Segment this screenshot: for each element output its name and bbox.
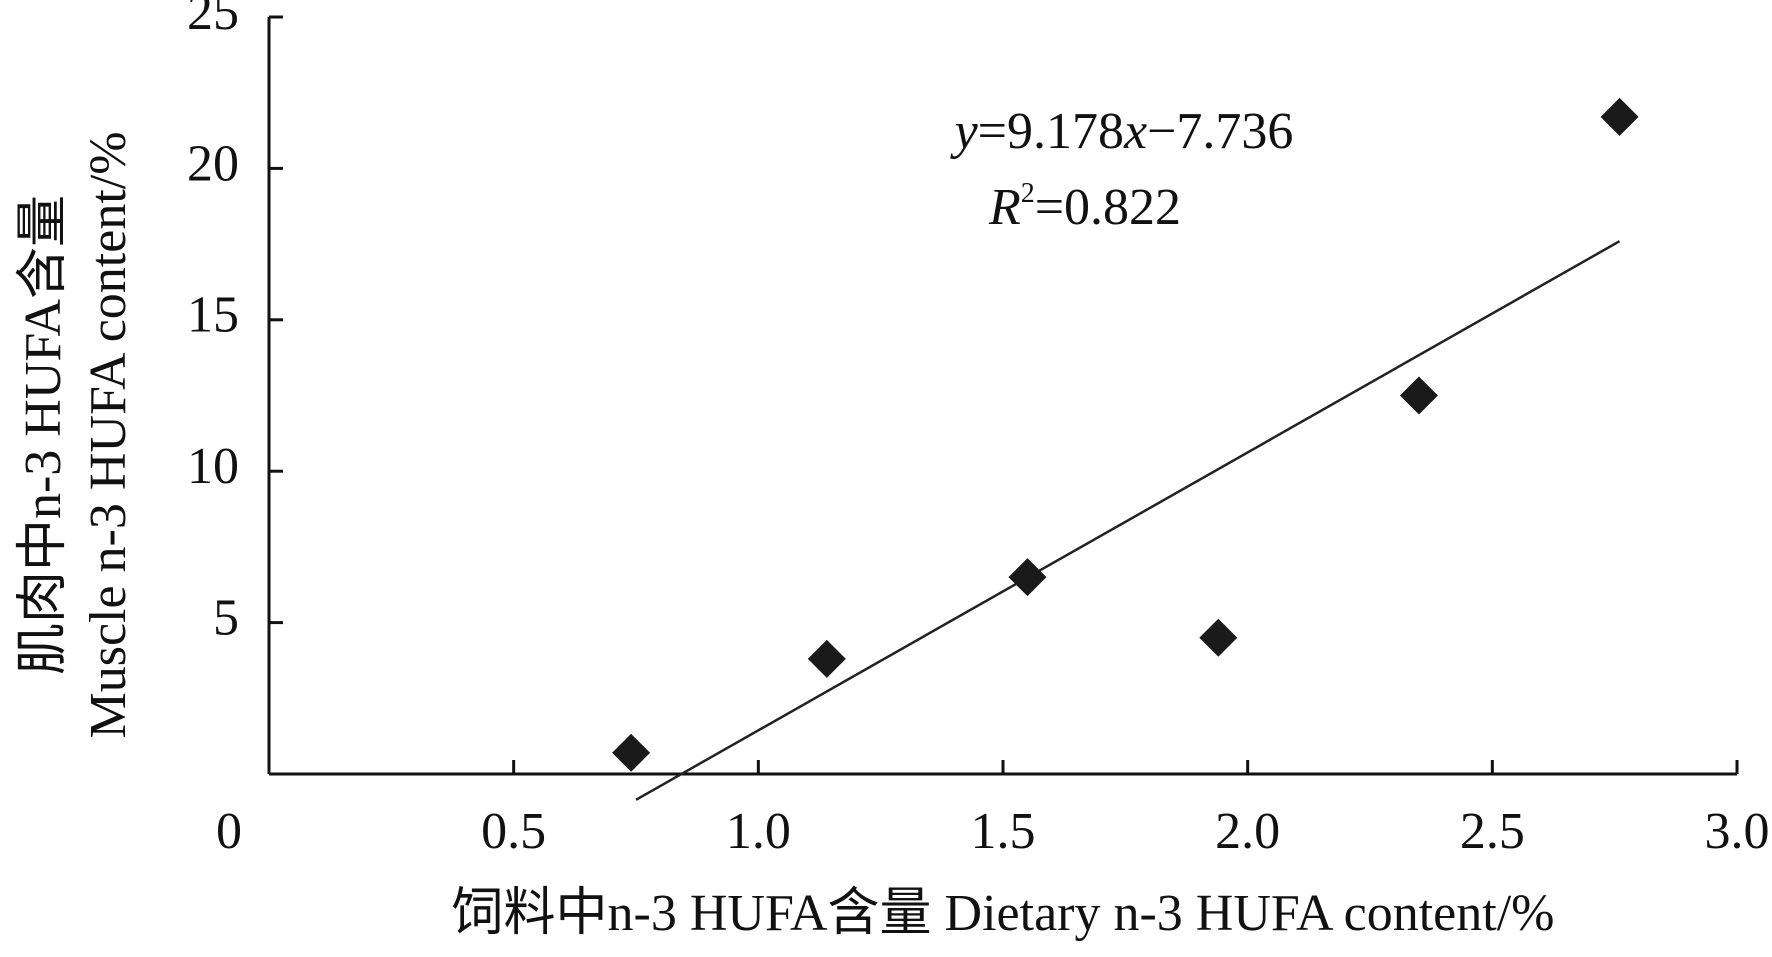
equation: y=9.178x−7.736 [950, 103, 1294, 160]
trendline [635, 240, 1621, 801]
data-point [1008, 558, 1047, 597]
x-tick-label: 1.5 [971, 803, 1036, 860]
x-tick-label: 1.0 [726, 803, 791, 860]
y-tick-label: 25 [187, 0, 239, 41]
x-axis-label: 饲料中n-3 HUFA含量 Dietary n-3 HUFA content/% [452, 885, 1555, 942]
data-point [1399, 376, 1438, 415]
x-tick-label: 0.5 [481, 803, 546, 860]
x-tick-label: 0 [216, 803, 242, 860]
data-point [612, 733, 651, 772]
data-point [1600, 97, 1639, 136]
y-tick-label: 15 [187, 287, 239, 344]
x-tick-label: 3.0 [1705, 803, 1770, 860]
r-squared: R2=0.822 [988, 178, 1181, 236]
y-tick-label: 20 [187, 135, 239, 192]
data-point [1199, 618, 1238, 657]
y-tick-label: 10 [187, 438, 239, 495]
data-point [807, 639, 846, 678]
y-axis-label: Muscle n-3 HUFA content/% [80, 131, 137, 738]
y-axis-label: 肌肉中n-3 HUFA含量 [15, 195, 72, 675]
y-tick-label: 5 [213, 590, 239, 647]
x-tick-label: 2.5 [1460, 803, 1525, 860]
x-tick-label: 2.0 [1215, 803, 1280, 860]
